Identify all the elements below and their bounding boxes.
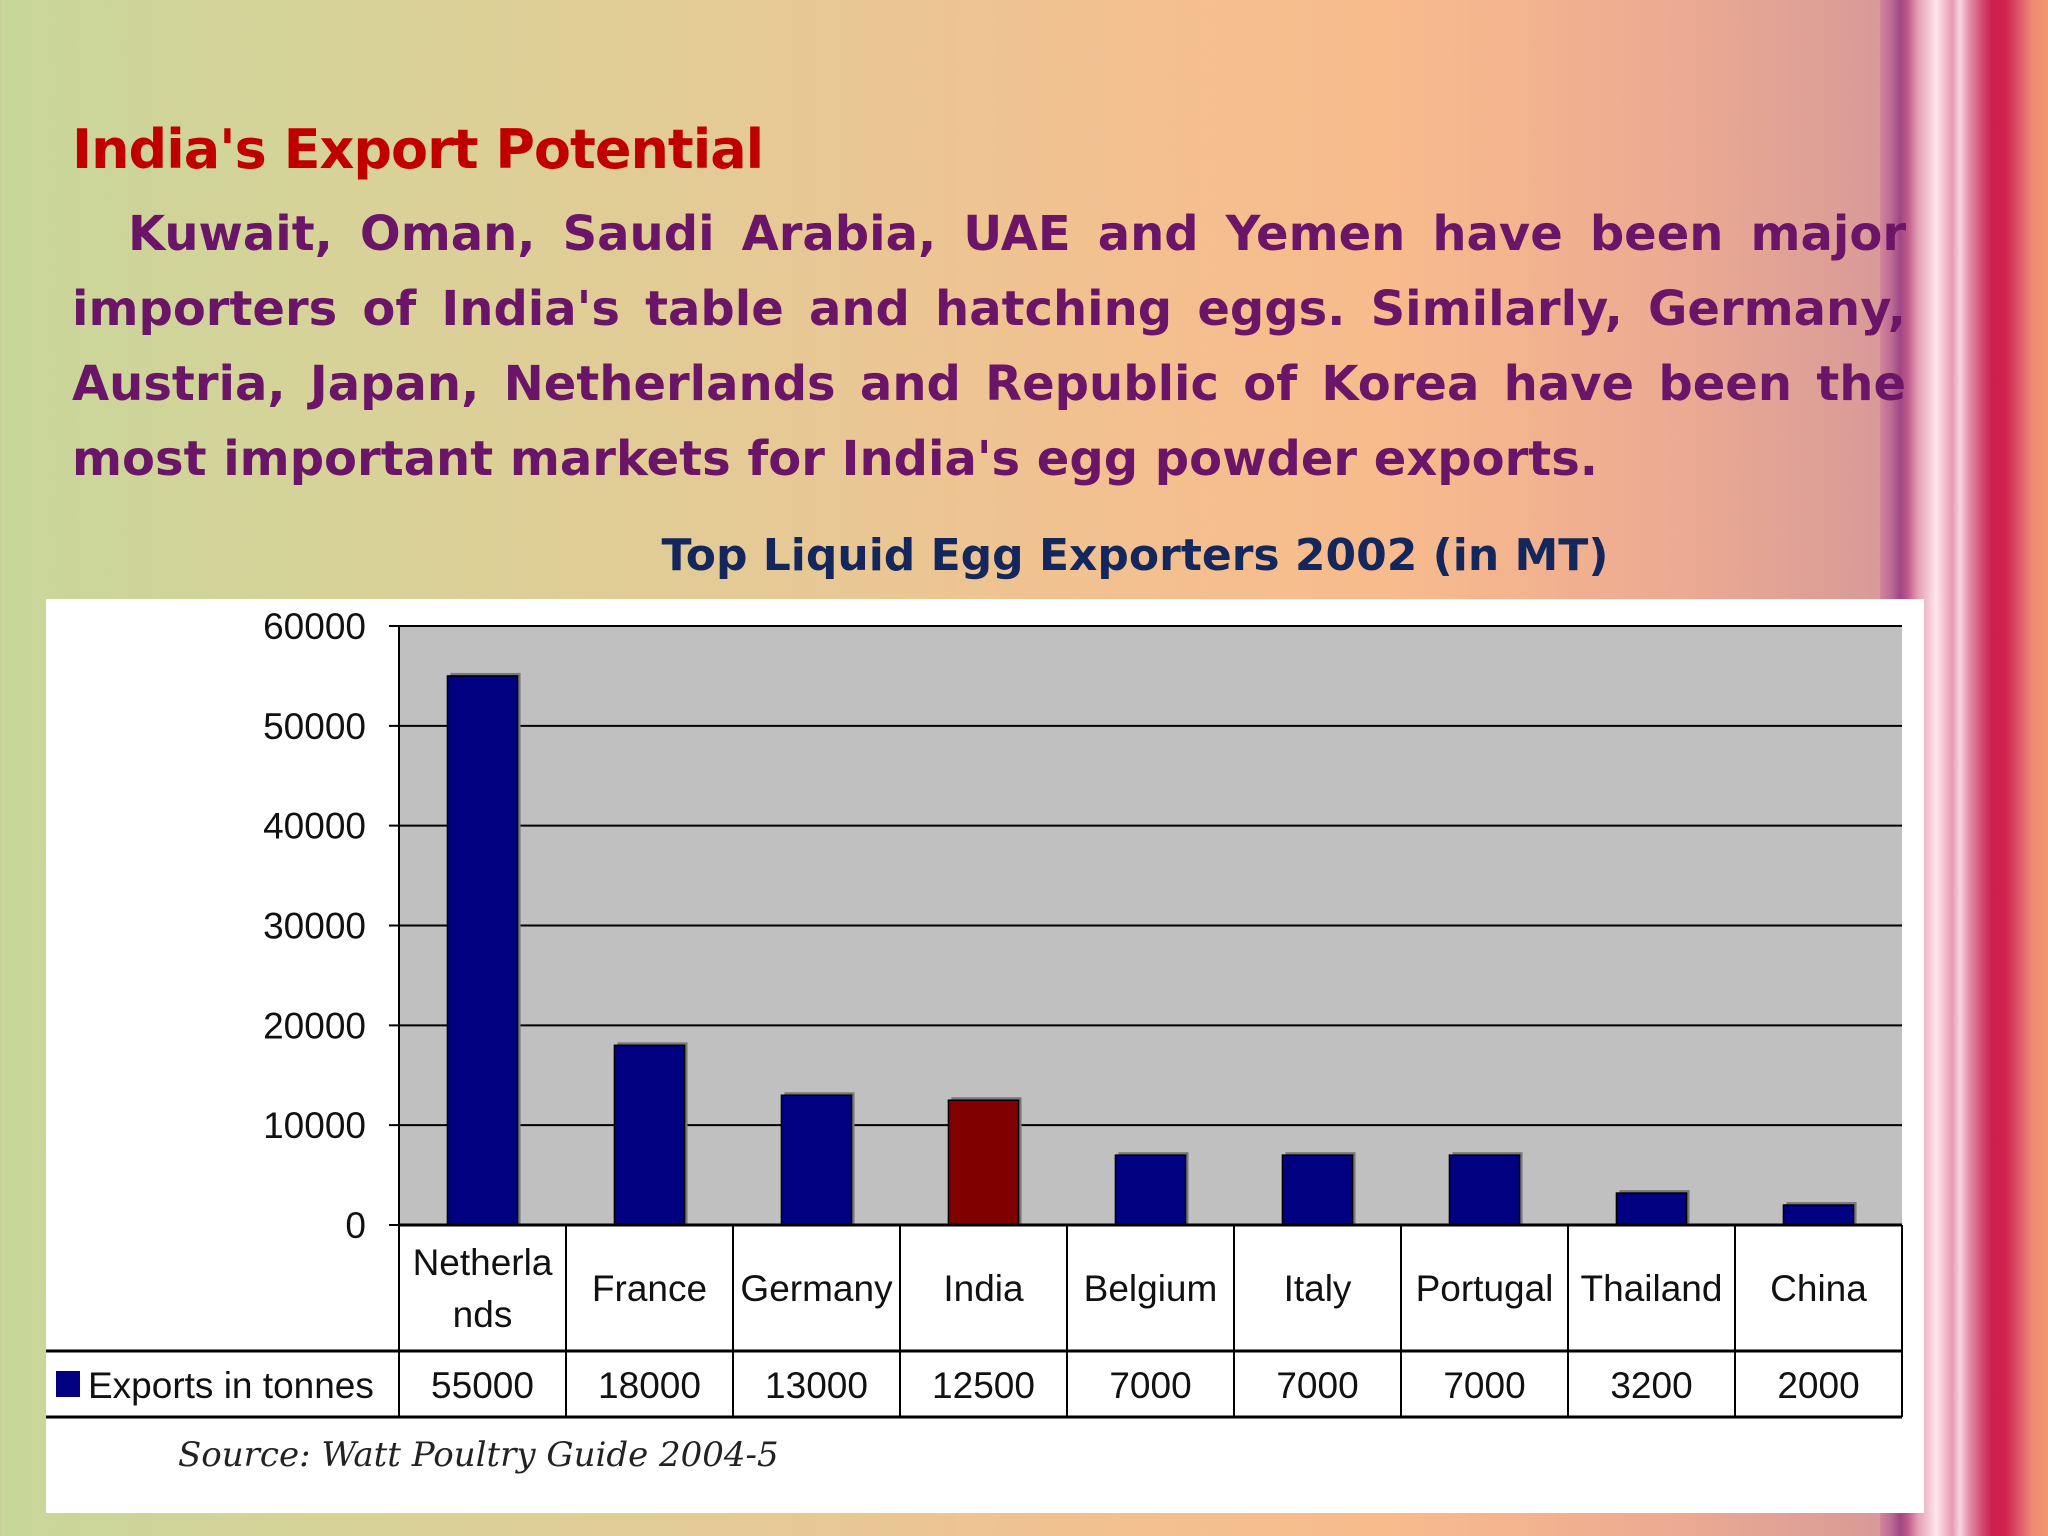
- x-tick-label: France: [592, 1268, 707, 1309]
- x-tick-label: Germany: [740, 1268, 893, 1309]
- bar-chart: 0 10000 20000 30000 40000 50000 60000 Netherla…: [46, 606, 1903, 1419]
- x-tick-label: China: [1770, 1268, 1867, 1309]
- bar: [1281, 1154, 1354, 1226]
- data-label: 3200: [1610, 1365, 1692, 1406]
- slide-body-text: Kuwait, Oman, Saudi Arabia, UAE and Yeme…: [72, 206, 1906, 487]
- chart-title: Top Liquid Egg Exporters 2002 (in MT): [661, 530, 1609, 581]
- x-tick-label: Thailand: [1581, 1268, 1723, 1309]
- y-tick-label: 0: [345, 1205, 366, 1246]
- data-label: 7000: [1443, 1365, 1525, 1406]
- slide-title: India's Export Potential: [72, 118, 764, 181]
- data-label: 2000: [1777, 1365, 1859, 1406]
- data-label: 7000: [1109, 1365, 1191, 1406]
- bar: [1615, 1192, 1688, 1226]
- bar: [780, 1094, 853, 1226]
- y-tick-label: 60000: [263, 606, 366, 647]
- bar: [613, 1044, 686, 1226]
- x-tick-label: Netherla: [413, 1242, 553, 1283]
- x-tick-label: Portugal: [1416, 1268, 1554, 1309]
- legend-swatch: [56, 1371, 80, 1397]
- source-note: Source: Watt Poultry Guide 2004-5: [178, 1435, 779, 1475]
- bar: [947, 1099, 1020, 1226]
- bar: [446, 675, 519, 1226]
- legend-label: Exports in tonnes: [88, 1365, 374, 1406]
- x-tick-label: nds: [453, 1294, 513, 1335]
- data-label: 18000: [598, 1365, 701, 1406]
- bar: [1782, 1204, 1855, 1226]
- y-tick-label: 10000: [263, 1105, 366, 1146]
- x-tick-label: Italy: [1284, 1268, 1352, 1309]
- x-tick-label: Belgium: [1084, 1268, 1218, 1309]
- bar: [1114, 1154, 1187, 1226]
- y-tick-label: 20000: [263, 1005, 366, 1046]
- x-tick-label: India: [943, 1268, 1024, 1309]
- bar: [1448, 1154, 1521, 1226]
- y-tick-label: 50000: [263, 706, 366, 747]
- chart-frame: 0 10000 20000 30000 40000 50000 60000 Netherla…: [46, 599, 1924, 1513]
- y-tick-label: 40000: [263, 806, 366, 847]
- y-tick-label: 30000: [263, 906, 366, 947]
- data-label: 55000: [431, 1365, 534, 1406]
- data-label: 12500: [932, 1365, 1035, 1406]
- data-label: 13000: [765, 1365, 868, 1406]
- data-label: 7000: [1276, 1365, 1358, 1406]
